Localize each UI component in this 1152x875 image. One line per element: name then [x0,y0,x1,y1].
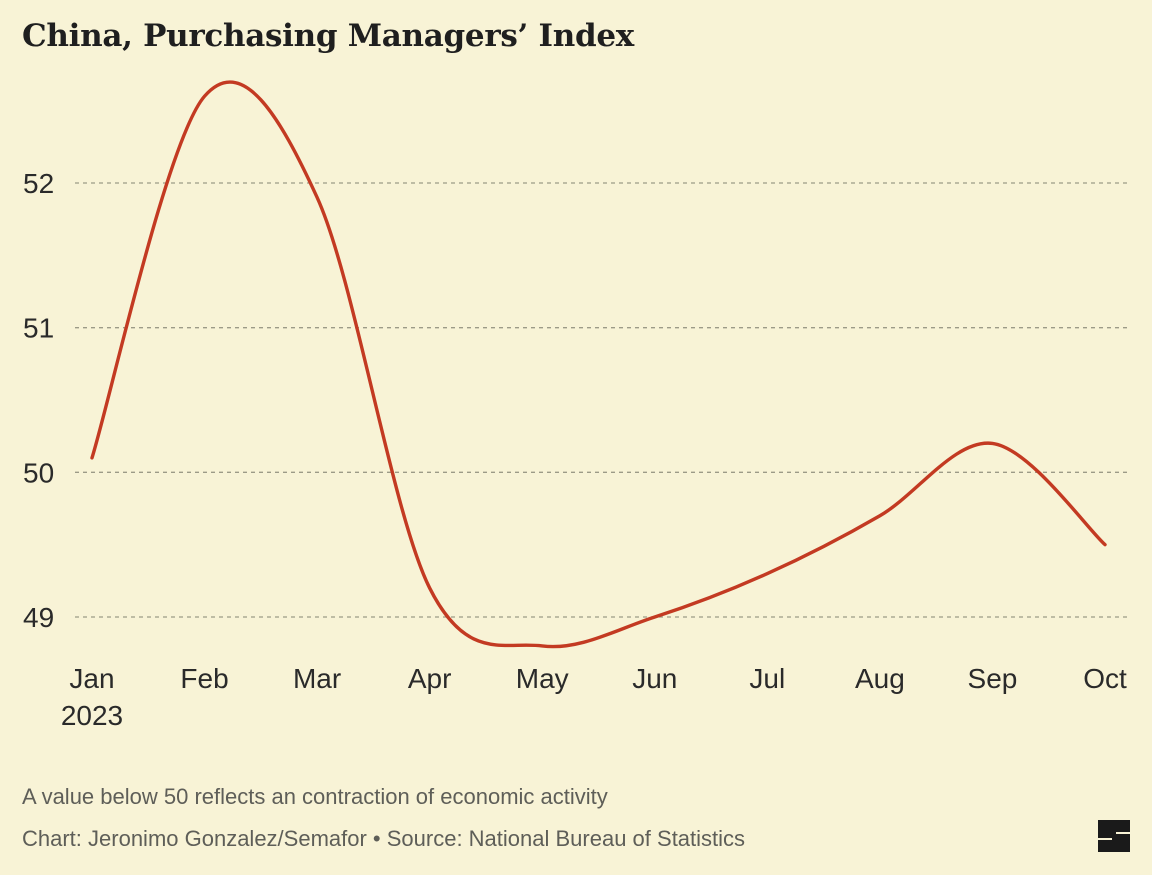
y-tick-label: 50 [23,457,54,488]
y-tick-label: 51 [23,313,54,344]
x-tick-label: May [516,663,569,694]
gridlines [75,182,1127,618]
x-tick-label: Mar [293,663,341,694]
x-tick-label: Feb [180,663,228,694]
semafor-logo-icon [1098,820,1130,852]
chart-credit: Chart: Jeronimo Gonzalez/Semafor • Sourc… [22,826,746,851]
series-line [90,80,1107,649]
series-layer [90,80,1107,649]
x-tick-label: Jul [749,663,785,694]
y-tick-label: 49 [23,602,54,633]
x-tick-label: Jan [69,663,114,694]
x-tick-label: Jun [632,663,677,694]
x-tick-year-label: 2023 [61,700,123,731]
x-tick-label: Aug [855,663,905,694]
chart-note: A value below 50 reflects an contraction… [22,784,608,809]
x-tick-label: Sep [968,663,1018,694]
line-chart: 49 50 51 52 Jan Feb Mar Apr May Jun Jul Aug Sep Oct 2… [23,80,1127,731]
y-axis-ticks: 49 50 51 52 [23,168,54,633]
x-tick-label: Apr [408,663,452,694]
x-axis-ticks: Jan Feb Mar Apr May Jun Jul Aug Sep Oct 2023 [61,663,1127,731]
y-tick-label: 52 [23,168,54,199]
chart-title: China, Purchasing Managers’ Index [22,18,634,54]
x-tick-label: Oct [1083,663,1127,694]
